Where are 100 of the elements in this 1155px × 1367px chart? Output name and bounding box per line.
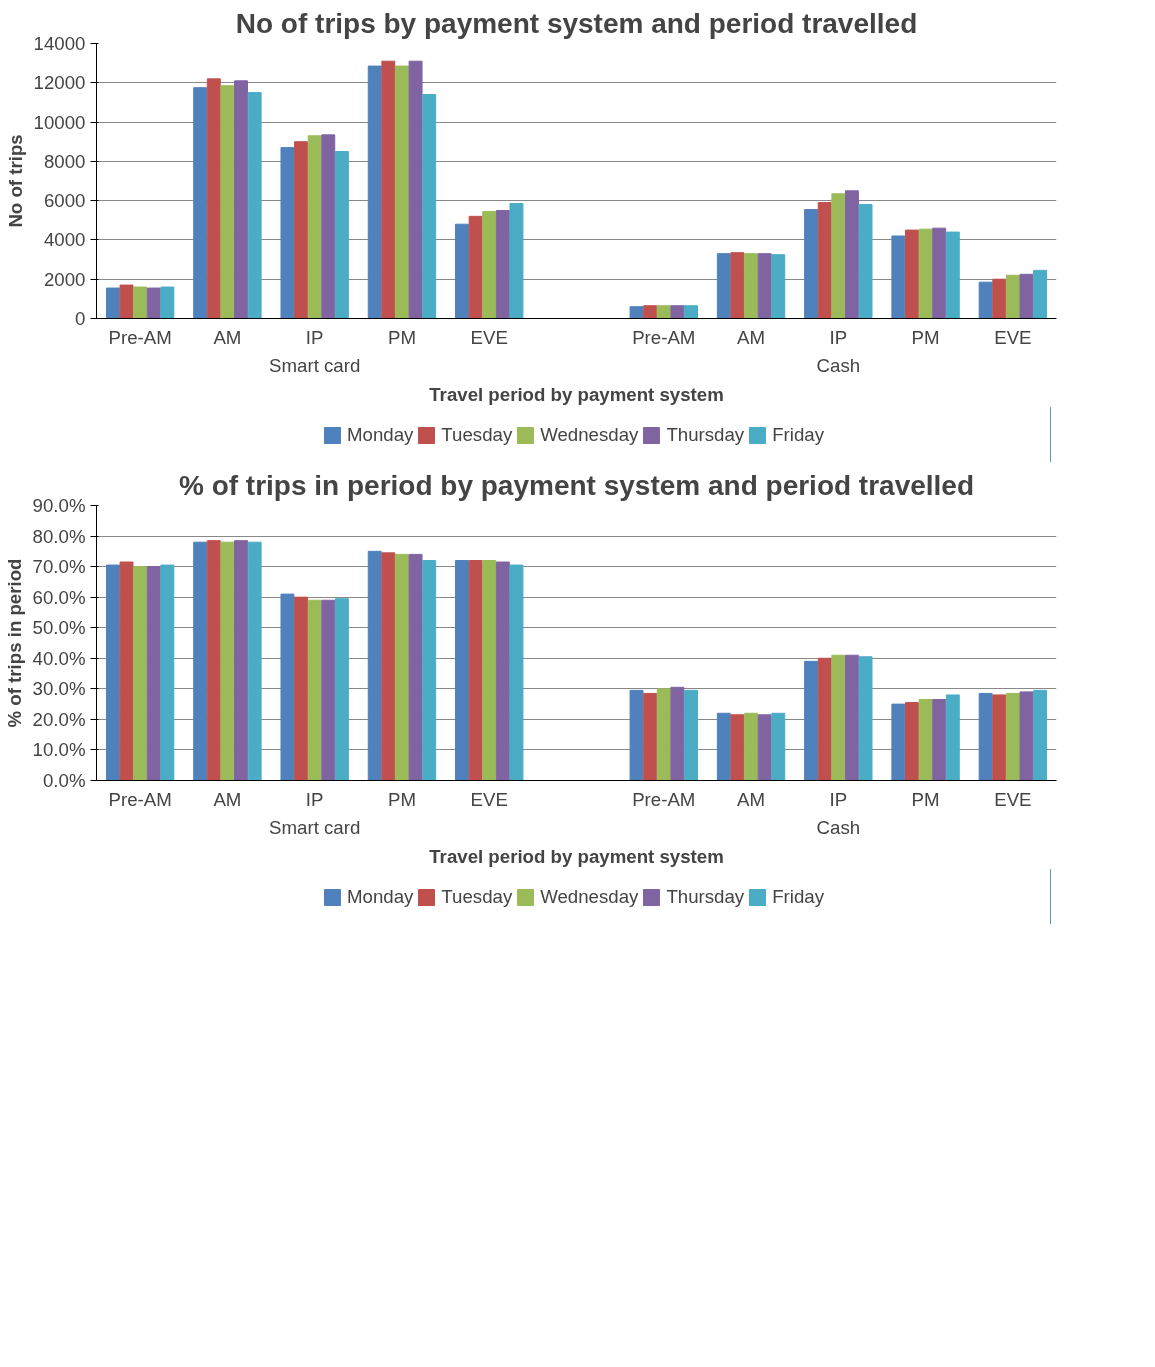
bar: [891, 703, 906, 781]
bar: [133, 566, 148, 781]
bar: [670, 686, 685, 781]
text: Cash: [816, 354, 861, 376]
bar: [1033, 269, 1048, 319]
bar: [757, 714, 772, 781]
bar: [160, 564, 175, 781]
y-tick-label: 12000: [33, 72, 86, 94]
y-tick-label: 50.0%: [32, 617, 86, 639]
bar: [193, 541, 208, 781]
bar: [193, 87, 208, 319]
bar: [1033, 689, 1048, 781]
y-tick-label: 30.0%: [32, 678, 86, 700]
x-tick-label: AM: [737, 788, 766, 810]
bar: [804, 660, 819, 781]
bar: [804, 208, 819, 319]
bar: [978, 692, 993, 781]
bar: [771, 712, 786, 781]
bar: [495, 561, 510, 781]
legend-label: Monday: [346, 885, 414, 908]
bar: [482, 560, 497, 781]
bar: [381, 552, 396, 781]
legend-label: Thursday: [666, 885, 745, 908]
x-tick-label: AM: [213, 788, 242, 810]
y-tick-label: 10.0%: [32, 739, 86, 761]
y-tick-label: 0.0%: [42, 770, 86, 791]
bar: [280, 593, 295, 781]
bar: [670, 305, 685, 319]
bar: [744, 253, 759, 319]
bar: [206, 78, 221, 319]
x-tick-label: PM: [387, 326, 416, 348]
y-axis-title: % of trips in period: [3, 558, 25, 728]
bar: [234, 80, 248, 319]
bar: [119, 284, 134, 319]
bar: [891, 235, 906, 319]
y-tick-label: 40.0%: [32, 647, 86, 669]
bar: [234, 540, 248, 781]
bar: [146, 287, 161, 319]
y-tick-label: 70.0%: [32, 556, 86, 578]
bar: [105, 287, 120, 319]
bar: [247, 92, 262, 319]
y-tick-label: 80.0%: [32, 525, 86, 547]
bar: [629, 306, 644, 319]
bar: [482, 210, 497, 319]
x-tick-label: EVE: [994, 326, 1032, 348]
bar: [771, 254, 786, 319]
legend-label: Monday: [346, 423, 414, 446]
bar: [629, 689, 644, 781]
bar: [1019, 691, 1034, 781]
bar: [730, 252, 745, 319]
bar: [744, 712, 759, 781]
bar: [656, 305, 671, 319]
bar: [307, 599, 322, 781]
y-tick-label: 4000: [44, 229, 86, 251]
bar: [321, 134, 336, 319]
chart-title: No of trips by payment system and period travelled: [235, 7, 918, 39]
bar: [656, 688, 671, 781]
bar: [334, 598, 349, 781]
legend-label: Friday: [772, 885, 825, 908]
x-tick-label: Pre-AM: [632, 326, 696, 348]
legend-label: Thursday: [666, 423, 745, 446]
x-tick-label: EVE: [470, 326, 508, 348]
bar: [280, 147, 295, 319]
x-tick-label: IP: [305, 788, 324, 810]
bar: [334, 151, 349, 319]
bar: [716, 712, 731, 781]
bar: [455, 223, 469, 319]
bar: [905, 702, 919, 781]
y-tick-label: 6000: [44, 190, 86, 212]
bar: [394, 65, 409, 319]
bar: [730, 714, 745, 781]
x-tick-label: IP: [829, 788, 848, 810]
bar: [918, 228, 933, 319]
y-tick-label: 60.0%: [32, 586, 86, 608]
bar: [844, 654, 859, 781]
bar: [381, 60, 396, 319]
bar: [932, 699, 947, 781]
legend-label: Wednesday: [540, 423, 639, 446]
y-tick-label: 8000: [44, 150, 86, 172]
x-tick-label: Pre-AM: [108, 326, 172, 348]
bar: [905, 229, 919, 319]
bar: [643, 305, 658, 319]
bar: [321, 599, 336, 781]
bar: [367, 65, 382, 319]
bar: [1005, 692, 1020, 781]
bar: [992, 694, 1007, 781]
bar: [858, 204, 873, 319]
bar: [307, 135, 322, 319]
bar: [643, 692, 658, 781]
bar: [509, 203, 524, 319]
y-tick-label: 90.0%: [32, 495, 86, 516]
bar: [978, 281, 993, 319]
x-tick-label: Pre-AM: [632, 788, 696, 810]
bar: [206, 540, 221, 781]
bar: [455, 560, 469, 781]
bar: [992, 278, 1007, 319]
bar: [105, 564, 120, 781]
x-tick-label: PM: [387, 788, 416, 810]
bar: [1005, 274, 1020, 319]
bar: [119, 561, 134, 781]
